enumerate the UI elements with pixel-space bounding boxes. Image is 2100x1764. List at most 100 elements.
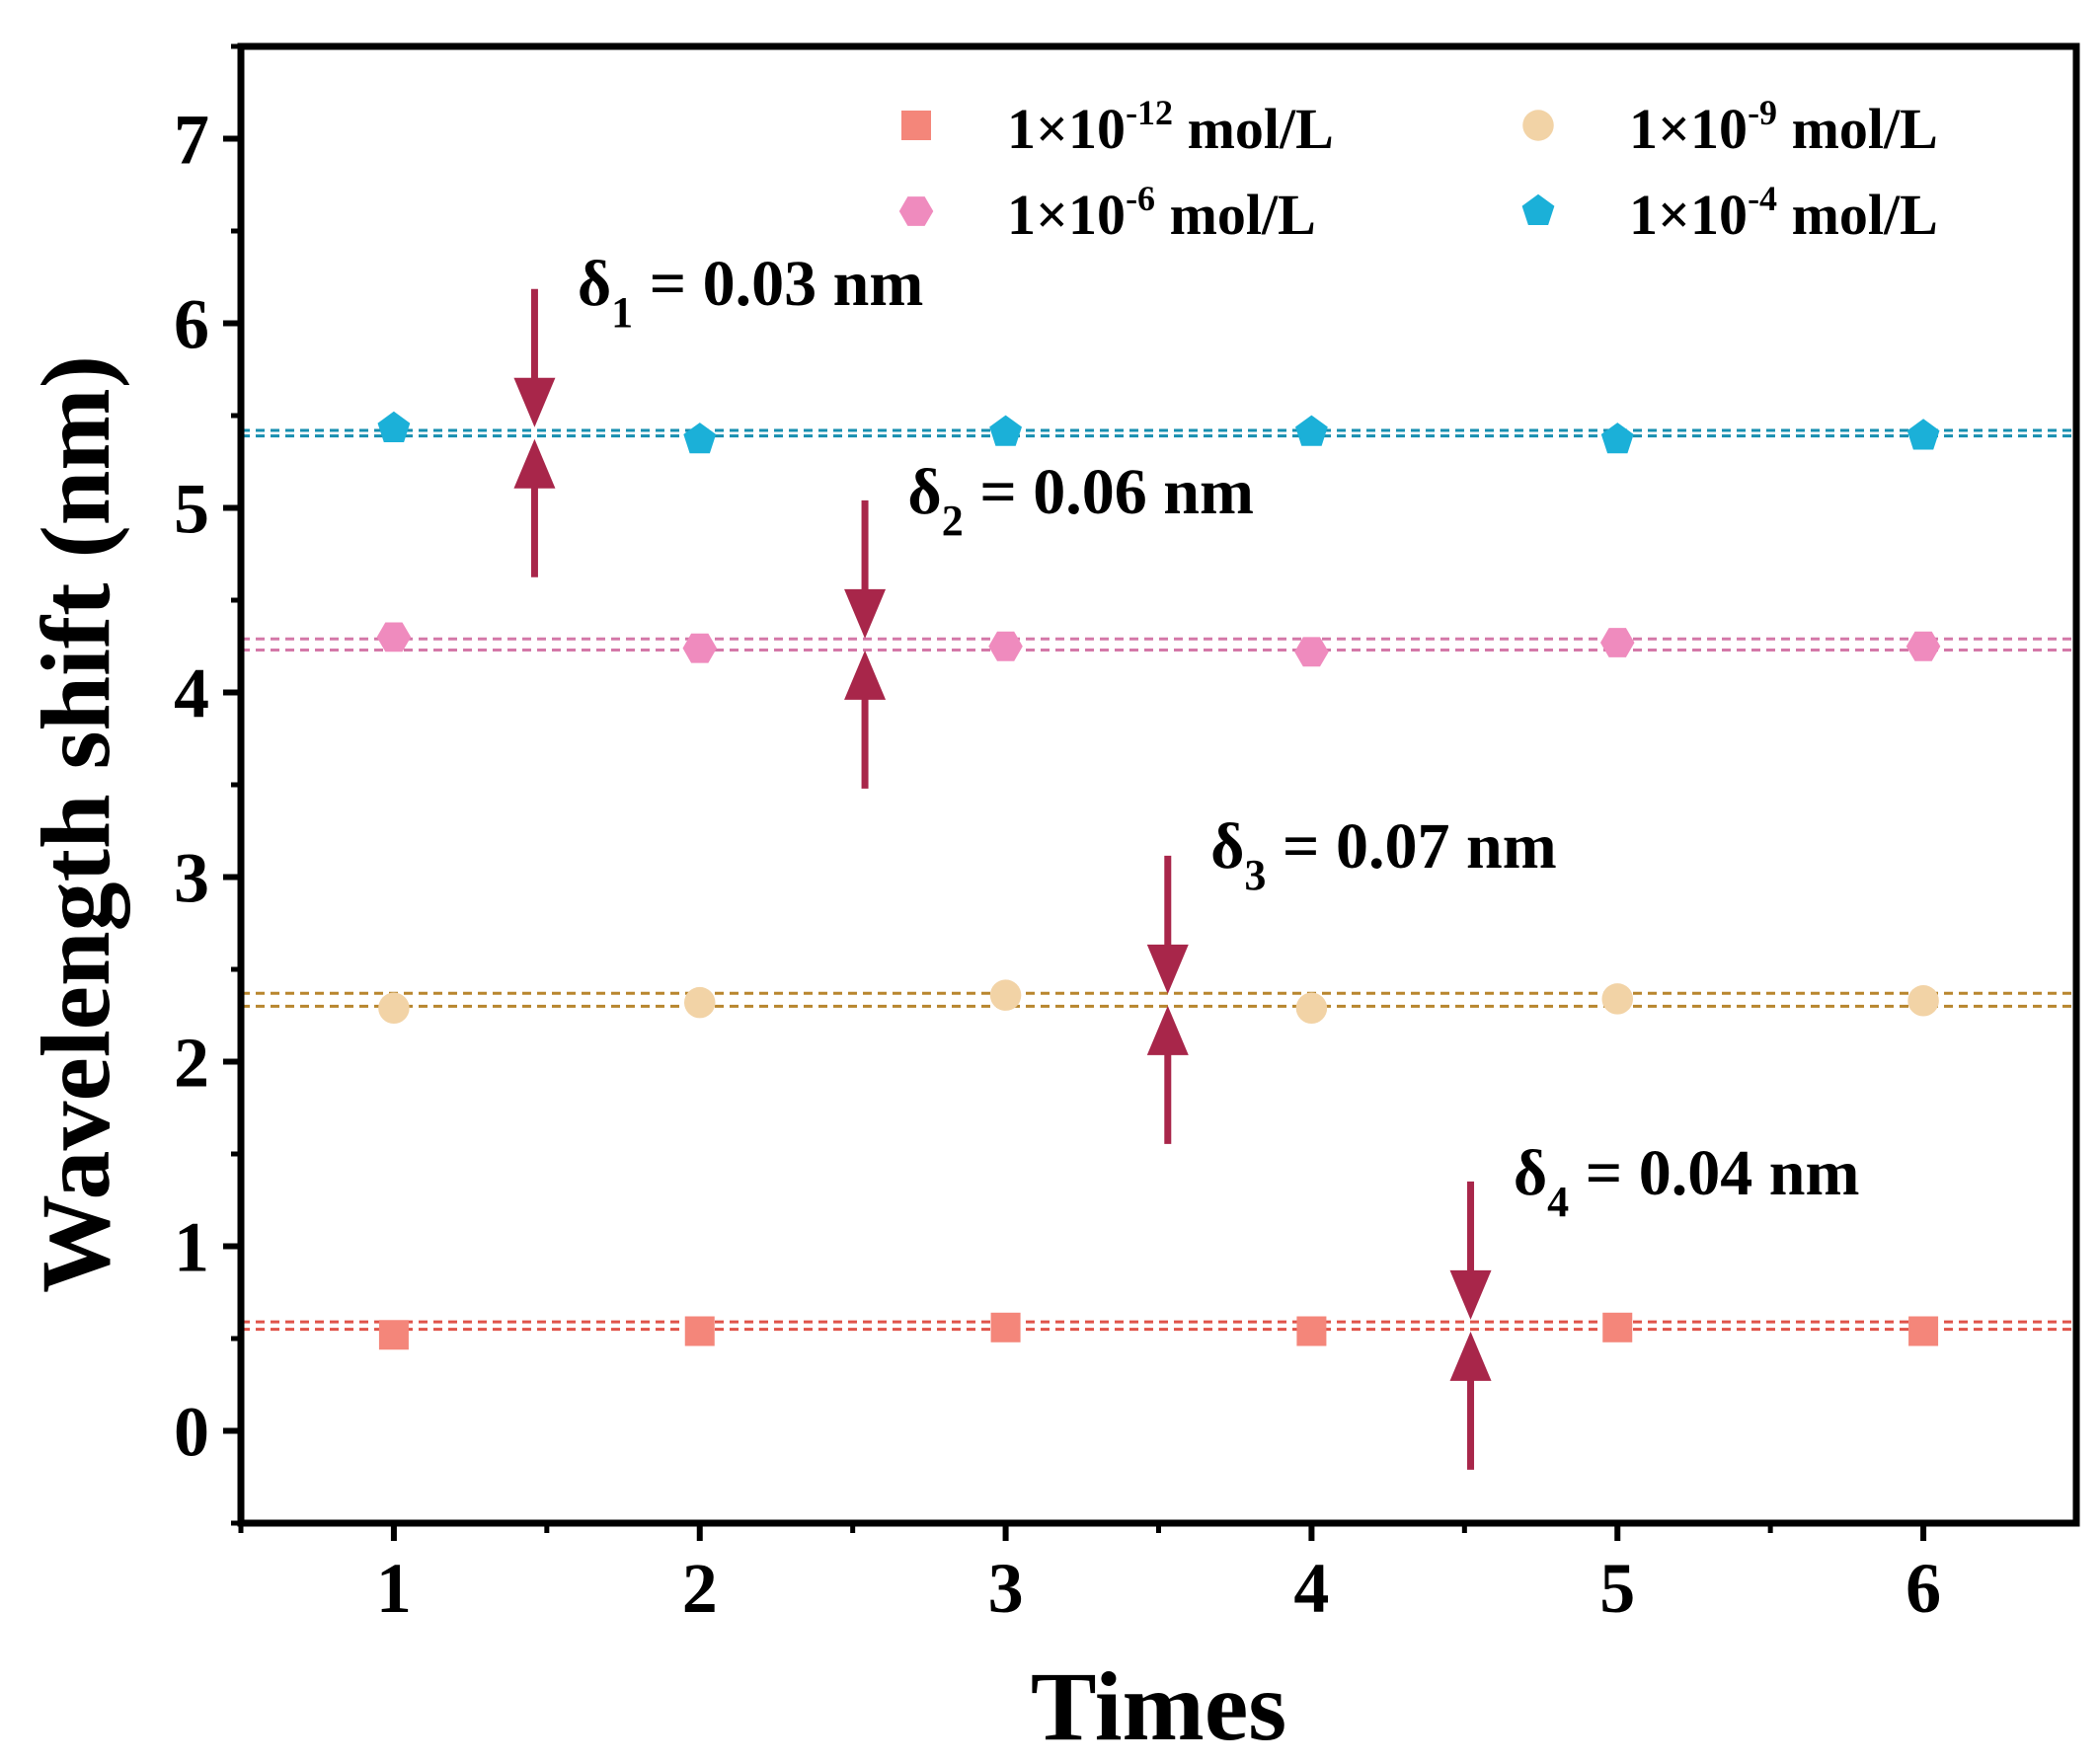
delta-subscript: 2 bbox=[942, 497, 964, 545]
delta-symbol: δ bbox=[1514, 1137, 1547, 1209]
marker-circle bbox=[1522, 110, 1554, 141]
legend-label-exp: -6 bbox=[1126, 179, 1155, 218]
arrow-head-up bbox=[844, 650, 887, 700]
delta-value: = 0.07 nm bbox=[1266, 810, 1556, 882]
y-tick-label: 4 bbox=[174, 654, 209, 733]
marker-pentagon bbox=[1906, 419, 1940, 450]
legend-entry: 1×10-4 mol/L bbox=[1521, 179, 1938, 247]
reference-lines bbox=[241, 428, 2076, 1332]
x-tick-label: 4 bbox=[1293, 1549, 1329, 1628]
arrow-head-up bbox=[1449, 1331, 1492, 1381]
delta-label: δ4 = 0.04 nm bbox=[1514, 1137, 1860, 1226]
x-axis-label: Times bbox=[1031, 1651, 1286, 1761]
y-axis-label: Wavelength shift (nm) bbox=[21, 355, 130, 1293]
marker-hexagon bbox=[988, 631, 1023, 661]
x-tick-label: 6 bbox=[1906, 1549, 1941, 1628]
legend-label-unit: mol/L bbox=[1173, 97, 1334, 161]
delta-arrow-pair bbox=[513, 288, 556, 577]
legend-label: 1×10-4 mol/L bbox=[1629, 179, 1938, 247]
delta-value: = 0.04 nm bbox=[1569, 1137, 1859, 1209]
marker-circle bbox=[378, 992, 410, 1025]
y-tick-label: 1 bbox=[174, 1208, 209, 1287]
marker-square bbox=[990, 1312, 1021, 1342]
delta-label: δ3 = 0.07 nm bbox=[1210, 810, 1557, 899]
marker-hexagon bbox=[1600, 628, 1635, 657]
delta-label: δ1 = 0.03 nm bbox=[578, 248, 924, 337]
legend-label-unit: mol/L bbox=[1155, 183, 1316, 247]
legend-entry: 1×10-9 mol/L bbox=[1522, 93, 1938, 161]
legend-label-base: 1×10 bbox=[1629, 97, 1748, 161]
legend-label-exp: -12 bbox=[1126, 93, 1173, 132]
delta-symbol: δ bbox=[578, 248, 611, 320]
marker-hexagon bbox=[898, 196, 934, 226]
marker-pentagon bbox=[989, 415, 1022, 446]
marker-square bbox=[901, 111, 931, 140]
marker-circle bbox=[1601, 983, 1633, 1015]
legend-label-base: 1×10 bbox=[1629, 183, 1748, 247]
delta-subscript: 1 bbox=[611, 288, 633, 337]
marker-square bbox=[1908, 1316, 1939, 1346]
data-points bbox=[376, 411, 1941, 1350]
marker-pentagon bbox=[1295, 415, 1328, 446]
arrow-head-down bbox=[513, 377, 556, 427]
x-tick-label: 3 bbox=[988, 1549, 1024, 1628]
arrow-head-up bbox=[513, 438, 556, 489]
delta-subscript: 3 bbox=[1244, 851, 1266, 899]
arrow-head-down bbox=[844, 588, 887, 639]
plot-frame bbox=[237, 42, 2080, 1527]
delta-arrow-pair bbox=[1146, 855, 1189, 1144]
legend-entry: 1×10-12 mol/L bbox=[901, 93, 1334, 161]
marker-square bbox=[1296, 1316, 1327, 1346]
marker-pentagon bbox=[1600, 422, 1634, 454]
y-tick-label: 3 bbox=[174, 839, 209, 918]
delta-value: = 0.03 nm bbox=[633, 248, 923, 320]
delta-arrow-pair bbox=[844, 499, 887, 789]
y-axis-ticks: 0 1 2 3 4 5 6 7 bbox=[174, 43, 241, 1526]
x-tick-label: 1 bbox=[376, 1549, 412, 1628]
marker-circle bbox=[684, 986, 716, 1019]
marker-hexagon bbox=[1906, 631, 1941, 661]
legend-label-unit: mol/L bbox=[1777, 183, 1938, 247]
marker-pentagon bbox=[377, 411, 411, 442]
x-axis-ticks: 1 2 3 4 5 6 bbox=[238, 1523, 1941, 1628]
arrow-head-down bbox=[1449, 1269, 1492, 1320]
y-tick-label: 2 bbox=[174, 1024, 209, 1103]
legend-label-base: 1×10 bbox=[1007, 97, 1126, 161]
legend: 1×10-12 mol/L 1×10-9 mol/L1×10-6 mol/L 1×1… bbox=[898, 93, 1938, 247]
arrow-head-down bbox=[1146, 944, 1189, 994]
legend-entry: 1×10-6 mol/L bbox=[898, 179, 1316, 247]
marker-pentagon bbox=[1521, 193, 1555, 225]
marker-pentagon bbox=[683, 422, 717, 454]
marker-hexagon bbox=[682, 633, 717, 663]
marker-square bbox=[1602, 1312, 1633, 1342]
legend-label: 1×10-6 mol/L bbox=[1007, 179, 1316, 247]
delta-value: = 0.06 nm bbox=[964, 456, 1254, 528]
delta-label: δ2 = 0.06 nm bbox=[907, 456, 1254, 545]
delta-arrows bbox=[513, 288, 1492, 1470]
marker-square bbox=[684, 1316, 715, 1346]
y-tick-label: 0 bbox=[174, 1393, 209, 1472]
legend-label-unit: mol/L bbox=[1777, 97, 1938, 161]
legend-label: 1×10-9 mol/L bbox=[1629, 93, 1938, 161]
marker-circle bbox=[989, 979, 1022, 1011]
y-tick-label: 5 bbox=[174, 470, 209, 549]
y-tick-label: 6 bbox=[174, 285, 209, 364]
x-tick-label: 5 bbox=[1599, 1549, 1635, 1628]
marker-circle bbox=[1295, 992, 1328, 1025]
legend-label-exp: -9 bbox=[1748, 93, 1777, 132]
legend-label: 1×10-12 mol/L bbox=[1007, 93, 1334, 161]
delta-symbol: δ bbox=[1210, 810, 1244, 882]
legend-label-exp: -4 bbox=[1748, 179, 1777, 218]
marker-circle bbox=[1907, 985, 1939, 1017]
y-tick-label: 7 bbox=[174, 101, 209, 180]
marker-hexagon bbox=[1294, 637, 1329, 667]
marker-square bbox=[378, 1320, 409, 1350]
delta-symbol: δ bbox=[907, 456, 941, 528]
legend-label-base: 1×10 bbox=[1007, 183, 1126, 247]
x-tick-label: 2 bbox=[682, 1549, 718, 1628]
delta-subscript: 4 bbox=[1547, 1178, 1569, 1226]
delta-arrow-pair bbox=[1449, 1181, 1492, 1470]
marker-hexagon bbox=[376, 622, 412, 652]
